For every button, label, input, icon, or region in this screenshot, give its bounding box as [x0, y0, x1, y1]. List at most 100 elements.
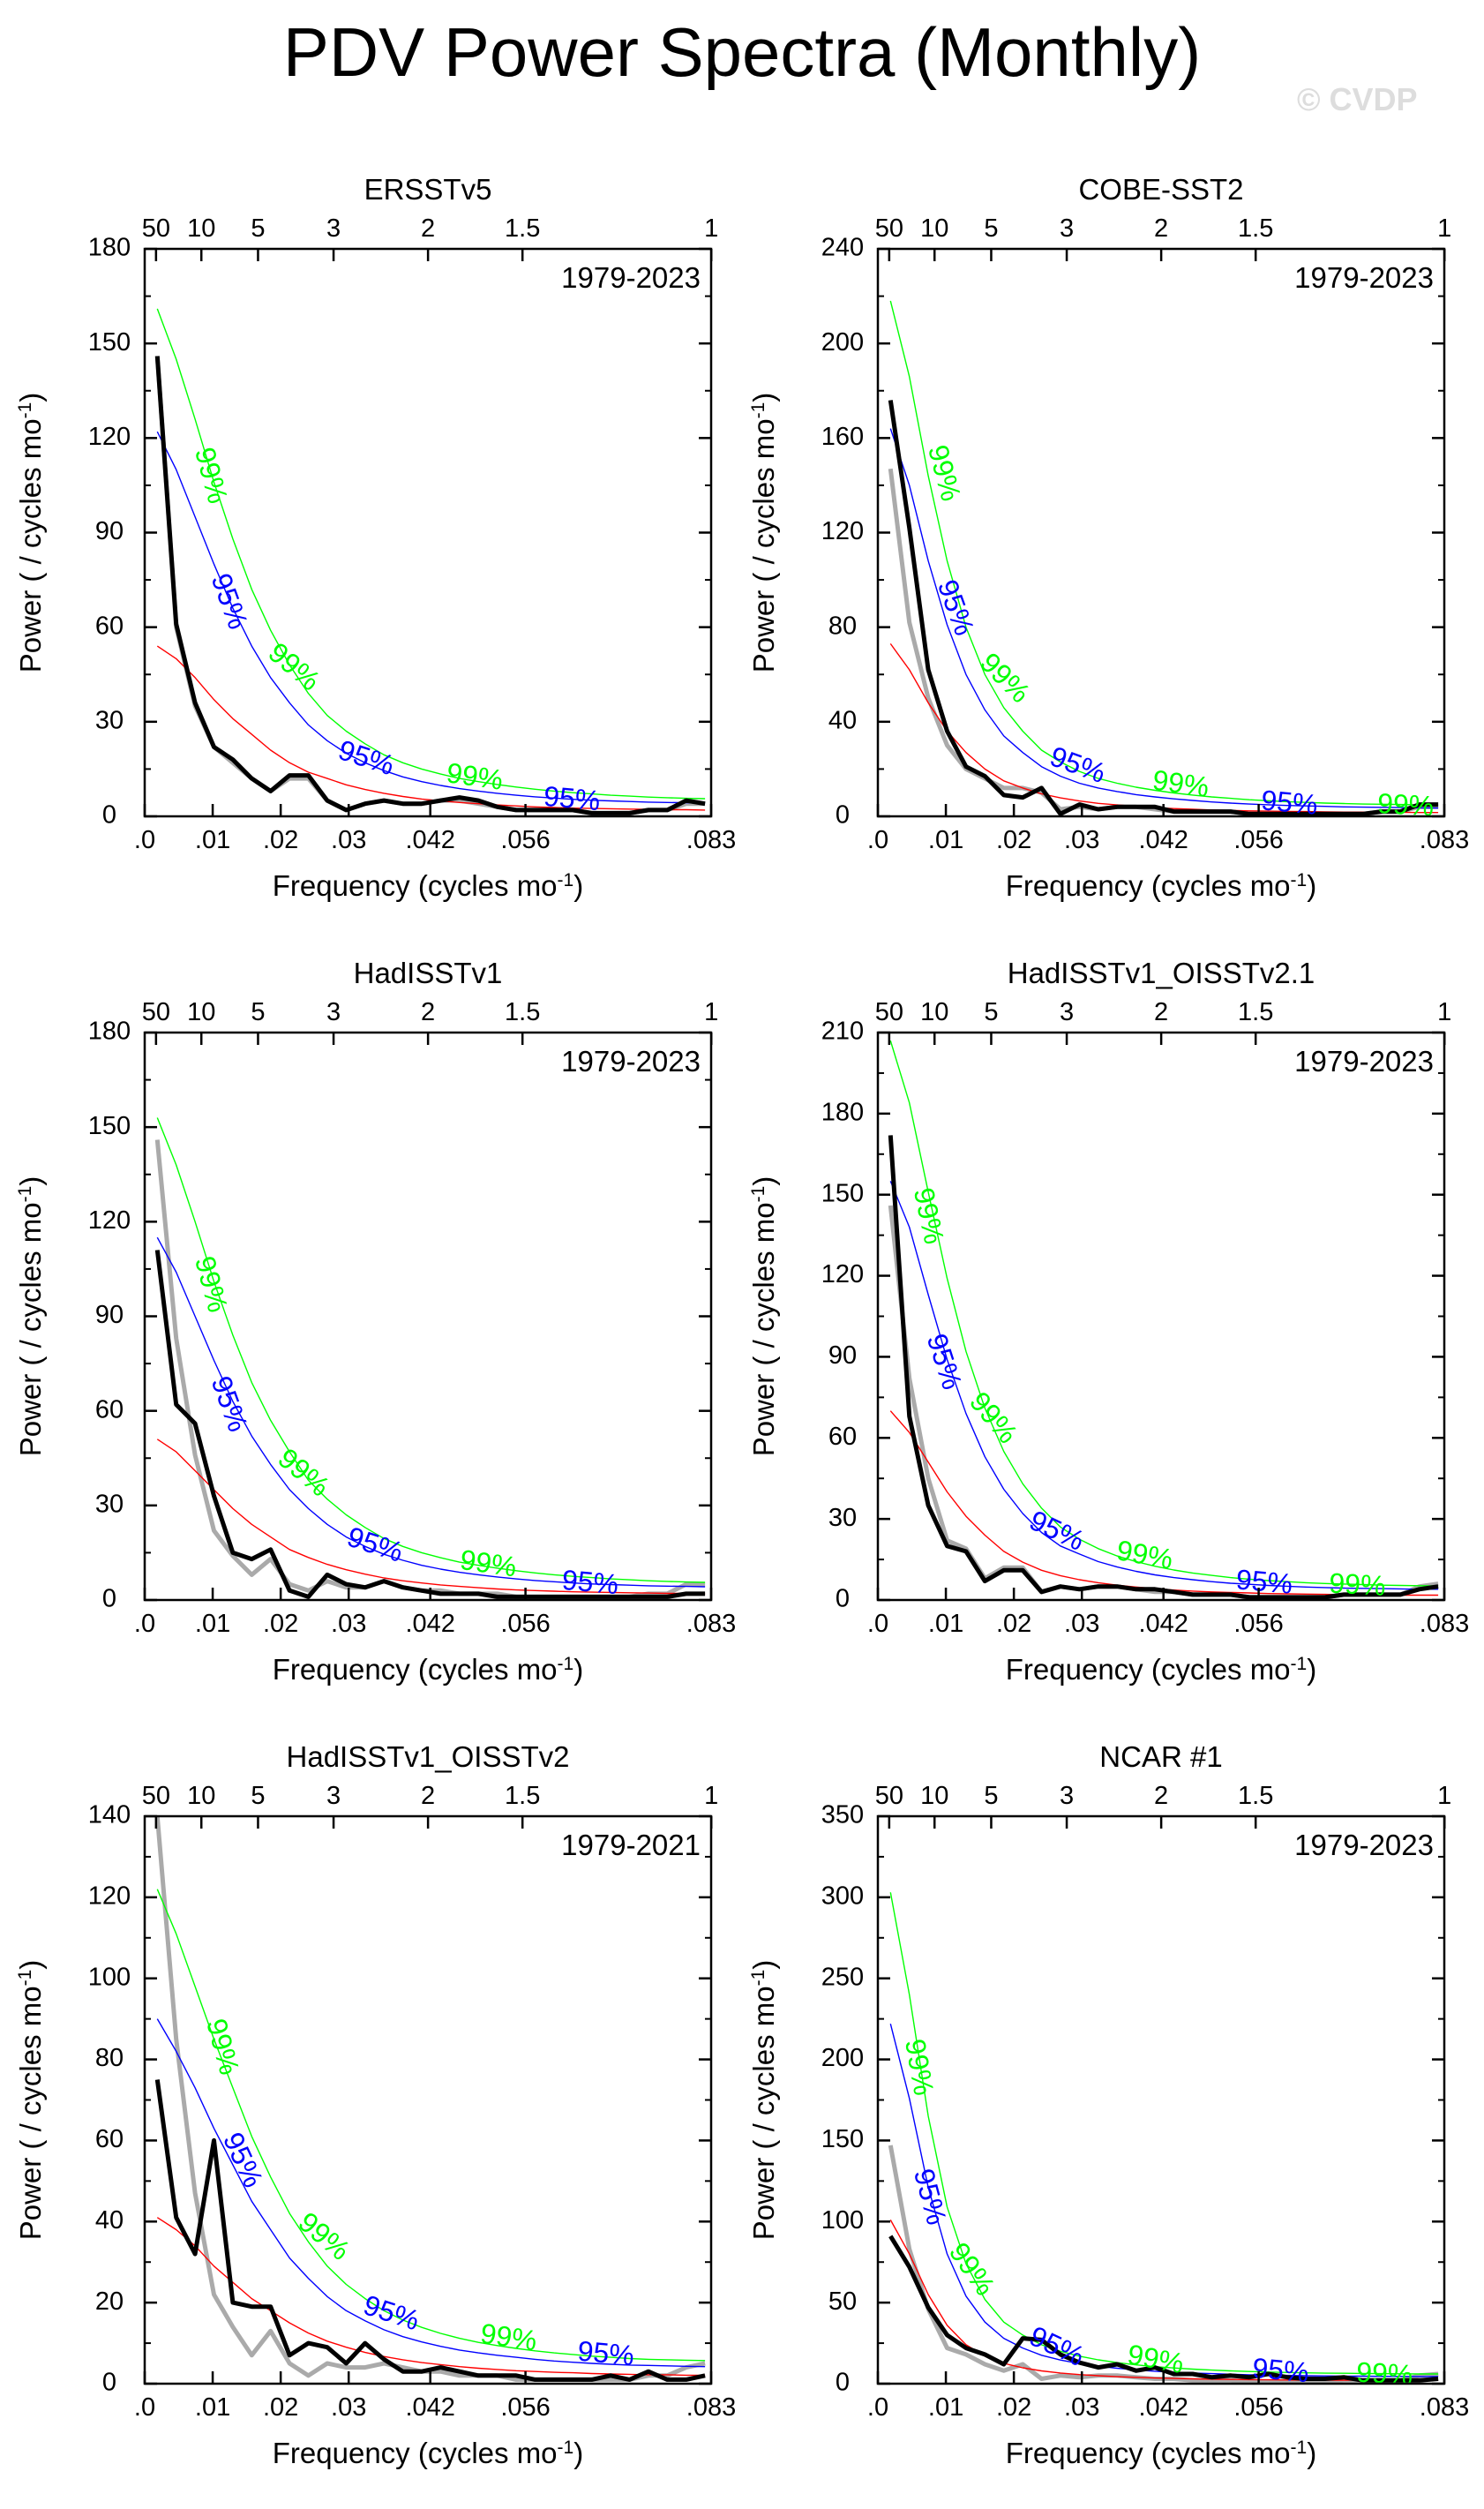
- spectrum-panel: 99%95%99%95%99%95%0306090120150180.0.01.…: [14, 957, 736, 1686]
- top-tick-label: 10: [920, 1782, 948, 1810]
- top-tick-label: 50: [142, 998, 170, 1026]
- y-tick-label: 350: [821, 1801, 864, 1829]
- top-tick-label: 3: [326, 1782, 341, 1810]
- y-axis-label-exponent: -1: [748, 1970, 768, 1987]
- y-axis-label-paren: ): [14, 393, 47, 402]
- confidence-label: 99%: [963, 1386, 1024, 1449]
- spectrum-panel: 99%95%99%95% 99% 95% 99%0501001502002503003…: [747, 1740, 1469, 2469]
- top-tick-label: 1: [1437, 998, 1451, 1026]
- top-tick-label: 1.5: [505, 998, 540, 1026]
- y-axis-label: Power ( / cycles mo-1): [747, 393, 780, 673]
- y-axis-label: Power ( / cycles mo-1): [14, 1176, 47, 1457]
- top-tick-label: 2: [421, 998, 435, 1026]
- confidence-label: 99%: [974, 646, 1037, 709]
- spectrum-panel: 99%95%99%95% 99%95% 99%0306090120150180210…: [747, 957, 1469, 1686]
- x-axis-label: Frequency (cycles mo-1): [273, 2437, 583, 2469]
- y-tick-label: 20: [95, 2287, 124, 2316]
- y-tick-label: 30: [95, 1490, 124, 1518]
- confidence-label: 99%: [478, 2317, 538, 2357]
- series-line: [888, 468, 1439, 816]
- confidence-label: 99%: [943, 2236, 1001, 2301]
- y-axis-label: Power ( / cycles mo-1): [747, 1960, 780, 2241]
- y-tick-label: 150: [88, 1112, 131, 1140]
- confidence-label: 99%: [1150, 763, 1210, 803]
- x-axis-label: Frequency (cycles mo-1): [273, 1653, 583, 1686]
- confidence-label: 95%: [206, 569, 255, 633]
- plot-frame: [876, 1031, 1446, 1602]
- series-line: [154, 356, 706, 815]
- x-tick-label: .042: [1138, 1610, 1188, 1638]
- x-tick-label: .0: [134, 2393, 155, 2422]
- top-tick-label: 3: [326, 998, 341, 1026]
- x-axis-label: Frequency (cycles mo-1): [1006, 869, 1316, 902]
- x-axis-label-exponent: -1: [1291, 1654, 1308, 1674]
- y-axis-label-text: Power ( / cycles mo: [747, 418, 780, 672]
- top-tick-label: 2: [1154, 214, 1168, 243]
- x-tick-label: .03: [1064, 826, 1099, 854]
- confidence-label: 95%: [576, 2335, 635, 2371]
- y-axis-label-paren: ): [747, 1176, 780, 1186]
- top-tick-label: 10: [920, 998, 948, 1026]
- top-tick-label: 1.5: [1238, 1782, 1273, 1810]
- series-line: [154, 1815, 706, 2382]
- top-tick-label: 10: [187, 1782, 215, 1810]
- y-tick-label: 0: [102, 2369, 116, 2397]
- y-axis-label-paren: ): [747, 393, 780, 402]
- y-tick-label: 0: [836, 1585, 850, 1613]
- confidence-label: 99%: [200, 2016, 245, 2078]
- x-tick-label: .01: [928, 826, 963, 854]
- confidence-label: 95%: [543, 780, 602, 816]
- y-tick-label: 120: [821, 517, 864, 545]
- period-label: 1979-2023: [1294, 261, 1434, 294]
- y-tick-label: 40: [95, 2206, 124, 2235]
- y-tick-label: 120: [88, 1206, 131, 1235]
- y-tick-label: 180: [88, 234, 131, 262]
- confidence-label: 99%: [189, 1253, 234, 1316]
- y-tick-label: 90: [828, 1341, 857, 1370]
- x-tick-label: .02: [263, 2393, 298, 2422]
- top-tick-label: 1: [1437, 1782, 1451, 1810]
- confidence-label: 95%: [206, 1371, 255, 1435]
- confidence-label: 99%: [263, 636, 326, 697]
- series-line: [889, 1040, 1439, 1587]
- y-tick-label: 60: [95, 1395, 124, 1424]
- panel-title: HadISSTv1: [354, 957, 503, 989]
- top-tick-label: 1.5: [1238, 214, 1273, 243]
- x-axis-label: Frequency (cycles mo-1): [1006, 2437, 1316, 2469]
- series-line: [154, 2079, 706, 2382]
- x-tick-label: .0: [134, 826, 155, 854]
- x-axis-label-paren: ): [1307, 2437, 1316, 2469]
- x-tick-label: .01: [195, 2393, 230, 2422]
- x-tick-label: .083: [1420, 826, 1469, 854]
- confidence-label: 95%: [1251, 2352, 1310, 2388]
- confidence-label: 95%: [217, 2128, 270, 2192]
- confidence-label: 99%: [899, 2037, 941, 2098]
- panel-title: HadISSTv1_OISSTv2.1: [1008, 957, 1315, 989]
- x-tick-label: .056: [500, 2393, 550, 2422]
- series-line: [888, 2235, 1439, 2383]
- top-tick-label: 1: [704, 214, 718, 243]
- x-tick-label: .056: [1233, 2393, 1283, 2422]
- plot-frame: [143, 247, 713, 818]
- y-tick-label: 150: [821, 1179, 864, 1207]
- y-axis-label-text: Power ( / cycles mo: [14, 1986, 47, 2240]
- y-axis-label-text: Power ( / cycles mo: [747, 1986, 780, 2240]
- top-tick-label: 10: [187, 998, 215, 1026]
- confidence-label: 99%: [458, 1544, 518, 1583]
- y-tick-label: 150: [821, 2125, 864, 2153]
- series-line: [889, 2024, 1439, 2378]
- series-line: [156, 1117, 706, 1583]
- y-tick-label: 120: [821, 1260, 864, 1288]
- plot-frame: [143, 1814, 713, 2385]
- x-tick-label: .083: [1420, 2393, 1469, 2422]
- x-axis-label-paren: ): [1307, 869, 1316, 902]
- x-tick-label: .042: [405, 1610, 454, 1638]
- series-line: [154, 1139, 706, 1599]
- series-line: [889, 300, 1439, 806]
- period-label: 1979-2021: [561, 1829, 701, 1861]
- x-tick-label: .02: [996, 826, 1031, 854]
- plot-frame: [876, 1814, 1446, 2385]
- y-axis-label-exponent: -1: [15, 1186, 35, 1203]
- top-tick-label: 50: [142, 214, 170, 243]
- x-axis-label-exponent: -1: [1291, 870, 1308, 890]
